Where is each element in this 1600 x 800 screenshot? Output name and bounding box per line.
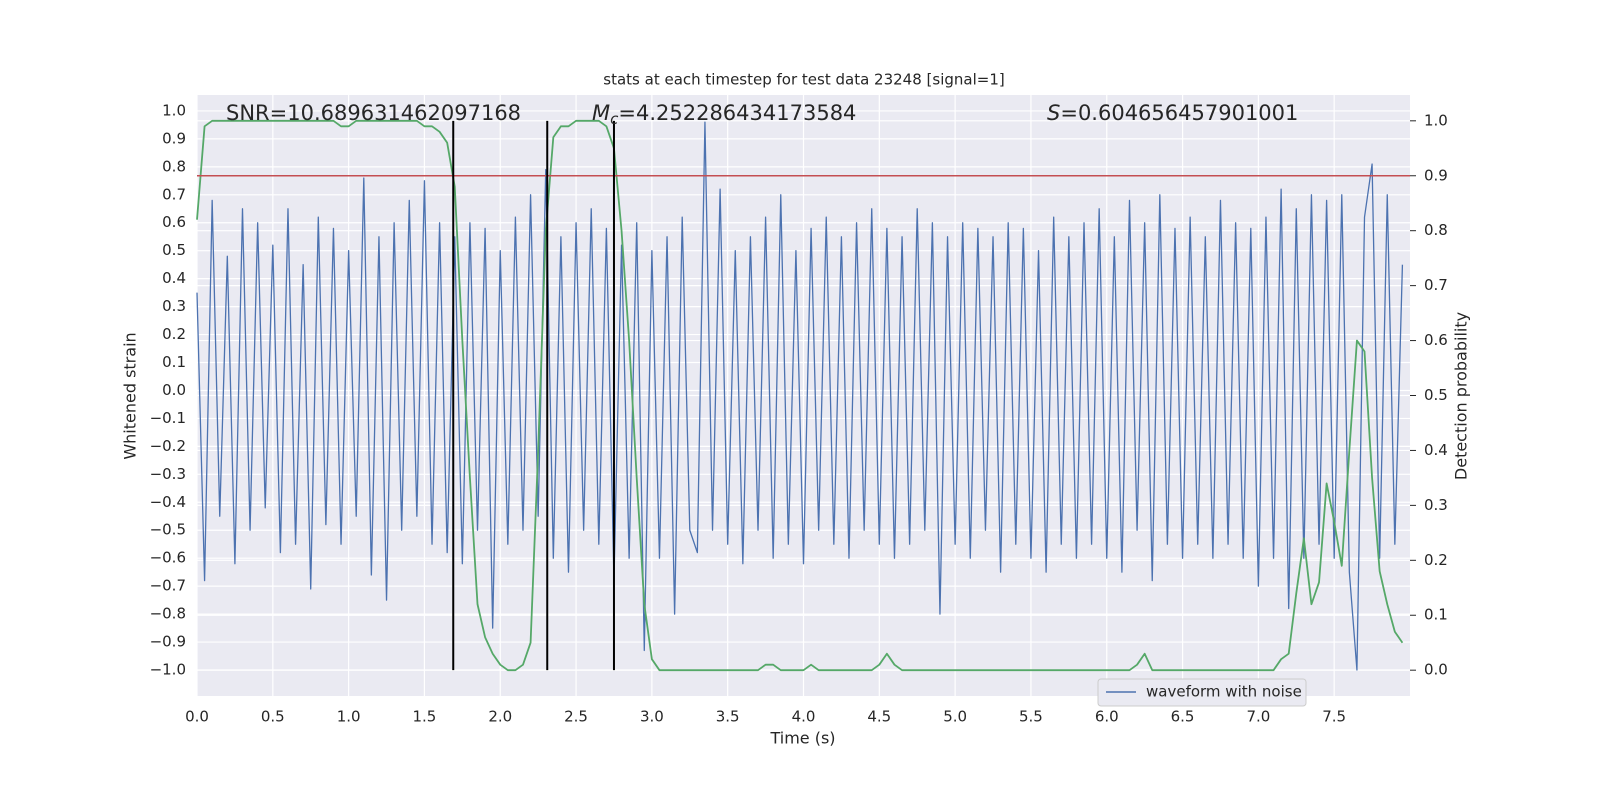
y-tick-label: 1.0	[162, 101, 186, 119]
x-tick-label: 1.0	[337, 708, 361, 726]
legend: waveform with noise	[1097, 678, 1307, 707]
y-tick-label: −0.1	[150, 409, 186, 427]
x-tick-label: 3.0	[640, 708, 664, 726]
y-tick-label: −0.3	[150, 465, 186, 483]
y-tick-label: 0.8	[162, 157, 186, 175]
legend-label: waveform with noise	[1146, 683, 1302, 701]
y2-tick-label: 0.2	[1424, 551, 1448, 569]
y2-tick-label: 0.1	[1424, 606, 1448, 624]
annotation-value: =0.604656457901001	[1060, 101, 1298, 125]
x-tick-label: 4.5	[867, 708, 891, 726]
y2-tick-label: 0.3	[1424, 496, 1448, 514]
y-tick-label: 0.1	[162, 353, 186, 371]
x-tick-label: 7.5	[1322, 708, 1346, 726]
annotation: SNR=10.689631462097168	[226, 101, 521, 125]
x-tick-label: 0.0	[185, 708, 209, 726]
y-tick-label: −0.6	[150, 549, 186, 567]
x-tick-label: 2.0	[488, 708, 512, 726]
x-tick-label: 5.0	[943, 708, 967, 726]
series-line	[196, 121, 1404, 671]
annotation-symbol: S	[1047, 101, 1060, 125]
y-tick-label: 0.3	[162, 297, 186, 315]
chart-title: stats at each timestep for test data 232…	[603, 71, 1004, 89]
y-tick-label: 0.0	[162, 381, 186, 399]
y2-tick-label: 0.5	[1424, 386, 1448, 404]
x-tick-label: 1.5	[413, 708, 437, 726]
x-tick-label: 3.5	[716, 708, 740, 726]
y-tick-label: 0.6	[162, 213, 186, 231]
x-tick-label: 6.5	[1171, 708, 1195, 726]
x-tick-label: 7.0	[1246, 708, 1270, 726]
y-tick-label: 0.2	[162, 325, 186, 343]
annotation: S=0.604656457901001	[1047, 101, 1298, 125]
annotation-symbol: M	[592, 101, 610, 125]
x-tick-label: 6.0	[1095, 708, 1119, 726]
y-axis-label: Whitened strain	[121, 332, 140, 459]
y-tick-label: 0.9	[162, 129, 186, 147]
x-axis-label: Time (s)	[769, 729, 835, 748]
annotation-value: =4.252286434173584	[618, 101, 856, 125]
y-tick-label: −0.5	[150, 521, 186, 539]
x-tick-label: 4.0	[792, 708, 816, 726]
annotation-subscript: c	[610, 110, 619, 128]
x-tick-label: 0.5	[261, 708, 285, 726]
y-tick-label: −0.8	[150, 605, 186, 623]
y2-tick-label: 0.6	[1424, 331, 1448, 349]
y-tick-label: −1.0	[150, 661, 186, 679]
annotation: Mc=4.252286434173584	[592, 101, 856, 128]
y-tick-label: 0.7	[162, 185, 186, 203]
legend-box	[1097, 678, 1307, 707]
y2-tick-label: 0.0	[1424, 661, 1448, 679]
series-line	[196, 119, 1404, 672]
y2-tick-label: 0.9	[1424, 166, 1448, 184]
y-tick-label: −0.4	[150, 493, 186, 511]
y-tick-label: −0.9	[150, 633, 186, 651]
y2-tick-label: 1.0	[1424, 111, 1448, 129]
y-tick-label: 0.5	[162, 241, 186, 259]
y2-axis-label: Detection probability	[1452, 312, 1471, 480]
y2-tick-label: 0.4	[1424, 441, 1448, 459]
y2-tick-label: 0.7	[1424, 276, 1448, 294]
y2-tick-label: 0.8	[1424, 221, 1448, 239]
y-tick-label: 0.4	[162, 269, 186, 287]
x-tick-label: 5.5	[1019, 708, 1043, 726]
y-tick-label: −0.7	[150, 577, 186, 595]
x-tick-label: 2.5	[564, 708, 588, 726]
y-tick-label: −0.2	[150, 437, 186, 455]
